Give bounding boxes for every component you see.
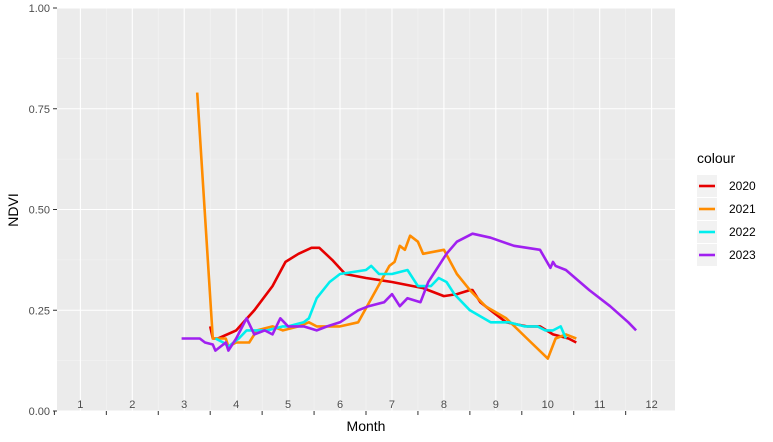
- legend: colour 2020 2021 2022 2023: [697, 150, 756, 266]
- y-tick-label: 0.25: [29, 305, 50, 317]
- x-tick-label-2: 2: [129, 399, 135, 411]
- x-tick-label-3: 3: [181, 399, 187, 411]
- y-tick-label: 0.00: [29, 406, 50, 418]
- legend-label-2021: 2021: [729, 202, 756, 216]
- x-axis: 1 2 3 4 5 6 7 8 9 10 11 12: [53, 399, 658, 415]
- x-tick-label-5: 5: [285, 399, 291, 411]
- series-line-2021: [195, 92, 577, 360]
- y-axis: 0.00 0.25 0.50 0.75 1.00: [29, 3, 57, 418]
- series-lines: [181, 92, 638, 360]
- x-tick-label-11: 11: [594, 399, 605, 411]
- x-tick-label-9: 9: [493, 399, 499, 411]
- x-tick-label-1: 1: [77, 399, 83, 411]
- y-tick-label: 0.75: [29, 104, 50, 116]
- x-tick-label-10: 10: [542, 399, 554, 411]
- x-tick-label-12: 12: [646, 399, 658, 411]
- series-line-2023: [181, 232, 638, 352]
- legend-title: colour: [697, 150, 735, 166]
- y-tick-label: 0.50: [29, 205, 50, 217]
- x-axis-title: Month: [347, 418, 386, 434]
- legend-label-2022: 2022: [729, 225, 756, 239]
- legend-label-2020: 2020: [729, 179, 756, 193]
- series-line-2022: [214, 264, 568, 348]
- x-tick-label-8: 8: [441, 399, 447, 411]
- x-tick-label-7: 7: [389, 399, 395, 411]
- y-tick-label: 1.00: [29, 3, 50, 15]
- legend-label-2023: 2023: [729, 248, 756, 262]
- x-tick-label-4: 4: [233, 399, 239, 411]
- legend-items: 2020 2021 2022 2023: [697, 175, 756, 266]
- y-axis-title: NDVI: [5, 193, 21, 226]
- x-tick-label-6: 6: [337, 399, 343, 411]
